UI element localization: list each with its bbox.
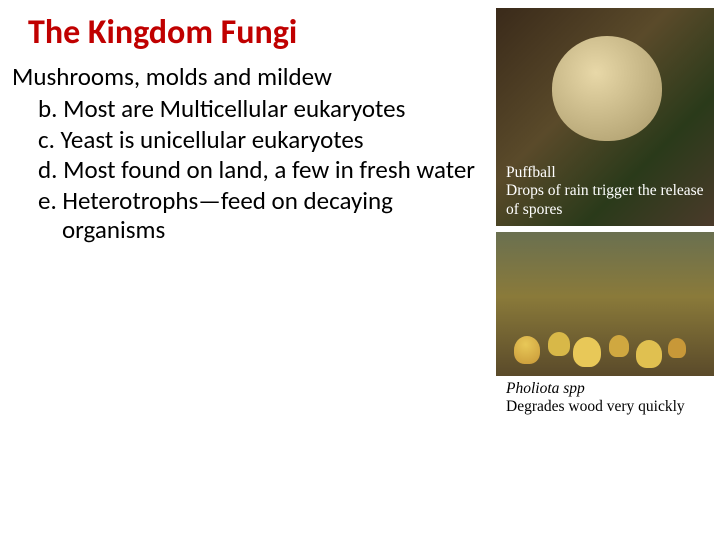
list-item-b: b. Most are Multicellular eukaryotes — [38, 94, 488, 124]
puffball-block: Puffball Drops of rain trigger the relea… — [496, 8, 714, 226]
pholiota-caption: Pholiota spp Degrades wood very quickly — [496, 380, 714, 417]
list-item-d: d. Most found on land, a few in fresh wa… — [38, 155, 488, 185]
pholiota-caption-body: Degrades wood very quickly — [506, 398, 714, 416]
slide: The Kingdom Fungi Mushrooms, molds and m… — [0, 0, 720, 540]
pholiota-caption-title: Pholiota spp — [506, 380, 714, 398]
content-area: Mushrooms, molds and mildew b. Most are … — [0, 53, 720, 246]
image-column: Puffball Drops of rain trigger the relea… — [496, 8, 714, 423]
puffball-caption-title: Puffball — [506, 164, 706, 182]
list-item-c: c. Yeast is unicellular eukaryotes — [38, 125, 488, 155]
intro-line: Mushrooms, molds and mildew — [12, 61, 488, 92]
text-column: Mushrooms, molds and mildew b. Most are … — [8, 61, 488, 246]
pholiota-block: Pholiota spp Degrades wood very quickly — [496, 232, 714, 417]
pholiota-image — [496, 232, 714, 376]
bullet-list: b. Most are Multicellular eukaryotes c. … — [12, 94, 488, 245]
puffball-caption: Puffball Drops of rain trigger the relea… — [506, 164, 706, 219]
list-item-e: e. Heterotrophs—feed on decaying organis… — [38, 186, 488, 245]
puffball-caption-body: Drops of rain trigger the release of spo… — [506, 182, 706, 219]
